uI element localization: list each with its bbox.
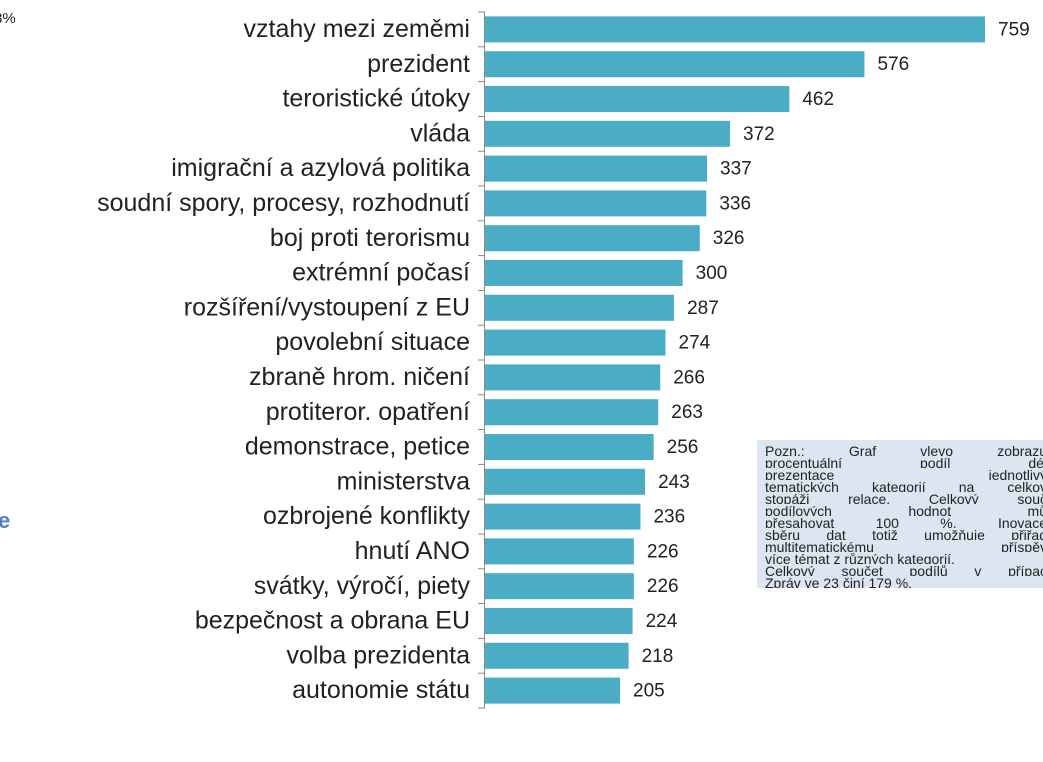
value-label: 300 [696,263,728,284]
note-line: podílových hodnot mů [765,504,1043,517]
category-label: rozšíření/vystoupení z EU [184,293,470,321]
bar [485,51,865,78]
bar [485,642,629,669]
category-label: volba prezidenta [287,641,471,669]
bar [485,86,790,112]
bar [485,399,659,426]
value-label: 218 [642,646,674,667]
bar [485,225,700,252]
value-label: 372 [743,124,775,145]
note-line: více témat z různých kategorií. [765,552,955,565]
bar [485,120,731,147]
category-label: ministerstva [337,467,470,495]
bar [485,294,675,321]
value-label: 226 [647,541,679,562]
value-label: 287 [687,298,719,319]
category-label: hnutí ANO [355,537,470,565]
note-line: sběru dat totiž umožňuje přiřad [765,528,1043,541]
bar [485,329,666,356]
category-label: demonstrace, petice [245,433,470,461]
category-label: povolební situace [275,328,470,356]
note-line: stopáži relace. Celkový souč [765,492,1043,505]
note-line: přesahovat 100 %. Inovace [765,516,1043,529]
category-label: bezpečnost a obrana EU [195,607,470,635]
value-label: 337 [720,159,752,180]
value-label: 759 [998,19,1030,40]
note: Pozn.: Graf vlevo zobrazu procentuální po… [757,440,1043,588]
category-label: autonomie státu [292,676,470,704]
category-label: protiteror. opatření [266,398,470,426]
bar [485,434,654,460]
category-label: teroristické útoky [282,85,470,113]
value-label: 205 [633,681,665,702]
note-line: multitematickému příspěv [765,540,1043,553]
bar [485,190,707,217]
note-line: Pozn.: Graf vlevo zobrazu [765,445,1043,457]
note-line: prezentace jednotlivý [765,468,1043,481]
value-label: 243 [658,472,690,493]
bar [485,677,621,704]
bar [485,260,683,286]
note-line: tematických kategorií na celkov [765,480,1043,493]
value-label: 462 [802,89,834,110]
category-label: boj proti terorismu [270,224,470,252]
category-label: imigrační a azylová politika [171,154,470,182]
category-label: soudní spory, procesy, rozhodnutí [97,189,470,217]
value-label: 326 [713,228,745,249]
bar [485,503,641,530]
value-label: 336 [719,193,751,214]
value-label: 266 [673,367,705,388]
value-label: 274 [679,333,711,354]
fragment: e [0,508,10,533]
bar [485,364,661,391]
category-label: zbraně hrom. ničení [249,363,470,391]
category-label: vztahy mezi zeměmi [244,15,470,43]
value-label: 263 [671,402,703,423]
value-label: 236 [653,507,685,528]
note-line: procentuální podíl dél [765,456,1043,469]
value-label: 226 [647,576,679,597]
value-label: 224 [646,611,678,632]
note-line: Zpráv ve 23 činí 179 %. [765,576,913,588]
category-label: prezident [367,50,470,78]
note-line: Celkový součet podílů v přípac [765,564,1043,577]
bar [485,468,646,495]
bar [485,155,708,182]
fragment: 8% [0,10,16,27]
category-label: ozbrojené konflikty [263,502,471,530]
bar [485,16,985,43]
bar [485,573,634,600]
bar [485,608,633,634]
bar [485,538,634,565]
value-label: 256 [667,437,699,458]
category-label: vláda [410,119,470,147]
value-label: 576 [877,54,909,75]
category-label: svátky, výročí, piety [254,572,471,600]
category-label: extrémní počasí [292,259,470,287]
